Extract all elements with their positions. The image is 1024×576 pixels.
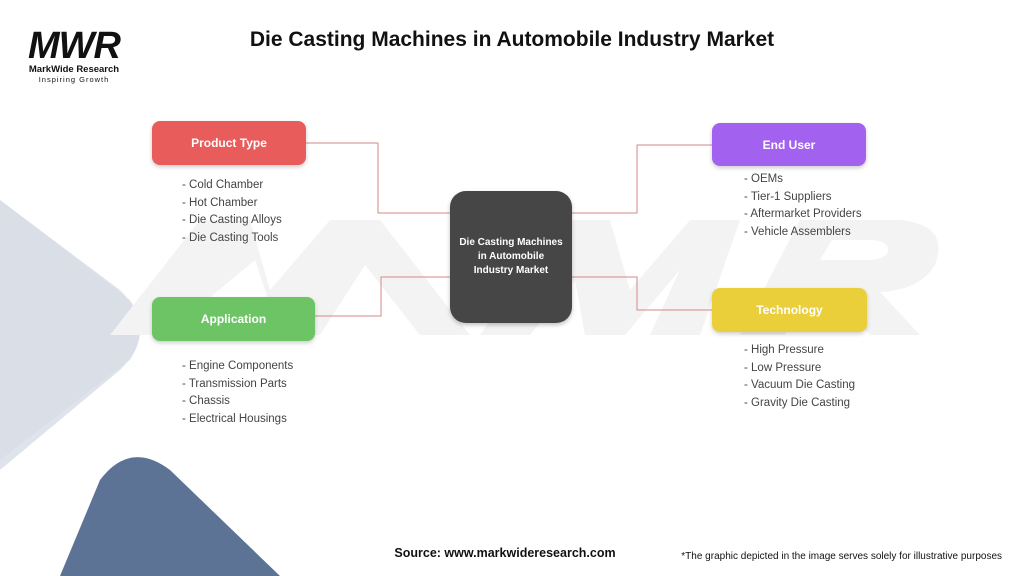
category-end-user: End User xyxy=(712,123,866,166)
list-item: - High Pressure xyxy=(744,344,824,356)
logo: MWR MarkWide Research Inspiring Growth xyxy=(22,25,126,84)
logo-mark: MWR xyxy=(28,25,121,67)
category-technology: Technology xyxy=(712,288,867,332)
list-item: - Gravity Die Casting xyxy=(744,396,851,409)
logo-name: MarkWide Research xyxy=(28,64,120,75)
list-item: - Cold Chamber xyxy=(182,179,264,191)
page-title: Die Casting Machines in Automobile Indus… xyxy=(249,28,775,51)
list-item: - Engine Components xyxy=(182,360,294,372)
application-list: - Engine Components - Transmission Parts… xyxy=(182,358,293,428)
list-item: - Chassis xyxy=(182,395,230,407)
list-item: - Vacuum Die Casting xyxy=(744,379,855,391)
product-type-list: - Cold Chamber - Hot Chamber - Die Casti… xyxy=(182,177,282,247)
list-item: - Tier-1 Suppliers xyxy=(744,190,832,203)
list-item: - Die Casting Alloys xyxy=(182,214,282,226)
category-product-type: Product Type xyxy=(152,121,306,165)
category-application: Application xyxy=(152,297,315,341)
connector-lines xyxy=(306,142,712,317)
list-item: - Low Pressure xyxy=(744,361,822,374)
end-user-list: - OEMs - Tier-1 Suppliers - Aftermarket … xyxy=(744,171,862,241)
disclaimer-text: *The graphic depicted in the image serve… xyxy=(681,551,1002,562)
list-item: - Vehicle Assemblers xyxy=(744,225,851,238)
center-node: Die Casting Machines in Automobile Indus… xyxy=(450,191,572,323)
list-item: - Electrical Housings xyxy=(182,412,287,425)
logo-tagline: Inspiring Growth xyxy=(38,75,110,84)
list-item: - Aftermarket Providers xyxy=(744,208,862,220)
list-item: - Hot Chamber xyxy=(182,196,258,209)
list-item: - Transmission Parts xyxy=(182,377,287,390)
source-text: Source: www.markwideresearch.com xyxy=(394,546,616,560)
list-item: - Die Casting Tools xyxy=(182,231,279,244)
list-item: - OEMs xyxy=(744,173,783,185)
technology-list: - High Pressure - Low Pressure - Vacuum … xyxy=(744,342,855,412)
center-label: Die Casting Machines in Automobile Indus… xyxy=(459,237,563,276)
